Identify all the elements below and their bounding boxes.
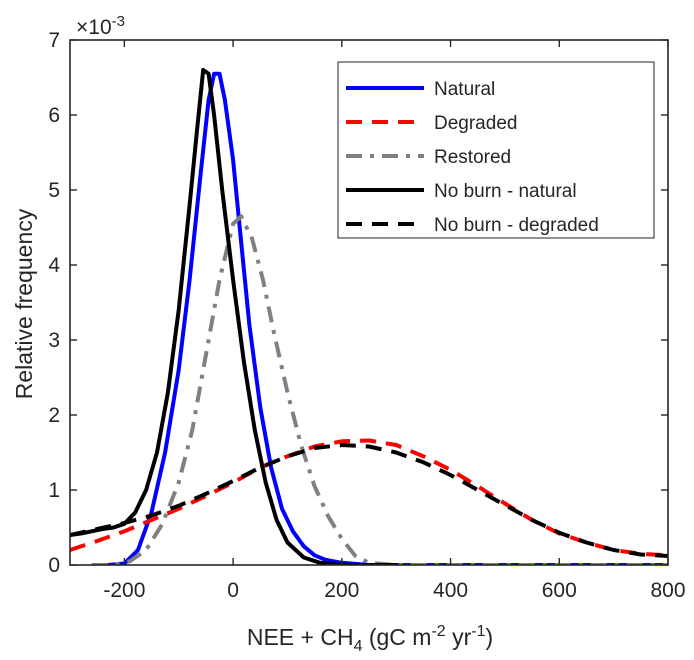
y-tick-label: 7 (48, 29, 60, 52)
x-label-sup-a: -2 (431, 623, 445, 640)
x-tick-label: 200 (324, 579, 359, 602)
series-line-2 (70, 438, 668, 558)
x-label-unit-a: (gC m (362, 624, 431, 650)
y-tick-label: 6 (48, 104, 60, 127)
ticks-layer: -200 0 200 400 600 800 0 1 2 3 4 5 6 7 (48, 29, 685, 602)
series-line-3 (91, 214, 668, 565)
series-line-4 (70, 68, 397, 565)
x-label-unit-b: yr (446, 624, 472, 650)
y-tick-label: 2 (48, 404, 60, 427)
legend-label-4: No burn - natural (434, 181, 577, 202)
plot-frame (69, 39, 669, 566)
y-tick-label: 4 (48, 254, 60, 277)
series-line-1 (91, 71, 668, 565)
x-label-close: ) (486, 624, 494, 650)
x-label-main: NEE + CH (247, 624, 354, 650)
y-tick-label: 3 (48, 329, 60, 352)
x-tick-label: 400 (433, 579, 468, 602)
legend: Natural Degraded Restored No burn - natural… (337, 61, 655, 239)
y-tick-label: 0 (48, 554, 60, 577)
legend-items: Natural Degraded Restored No burn - natural… (346, 79, 599, 236)
x-tick-label: 600 (542, 579, 577, 602)
y-tick-label: 1 (48, 479, 60, 502)
legend-box (337, 61, 655, 239)
y-axis-label: Relative frequency (11, 208, 37, 399)
x-axis-label: NEE + CH4 (gC m-2 yr-1) (247, 623, 493, 655)
y-tick-label: 5 (48, 179, 60, 202)
legend-label-3: Restored (434, 147, 511, 168)
legend-label-5: No burn - degraded (434, 215, 599, 236)
series-line-5 (70, 443, 668, 558)
x-label-sub: 4 (354, 638, 363, 655)
x-tick-label: 800 (650, 579, 685, 602)
x-tick-label: -200 (103, 579, 145, 602)
x-tick-label: 0 (227, 579, 239, 602)
series-layer (70, 68, 668, 565)
legend-label-2: Degraded (434, 113, 517, 134)
y-exponent-base: ×10 (76, 16, 112, 39)
y-exponent-power: -3 (112, 13, 125, 30)
legend-label-1: Natural (434, 79, 495, 100)
x-label-sup-b: -1 (471, 623, 485, 640)
y-exponent-label: ×10-3 (76, 13, 125, 39)
